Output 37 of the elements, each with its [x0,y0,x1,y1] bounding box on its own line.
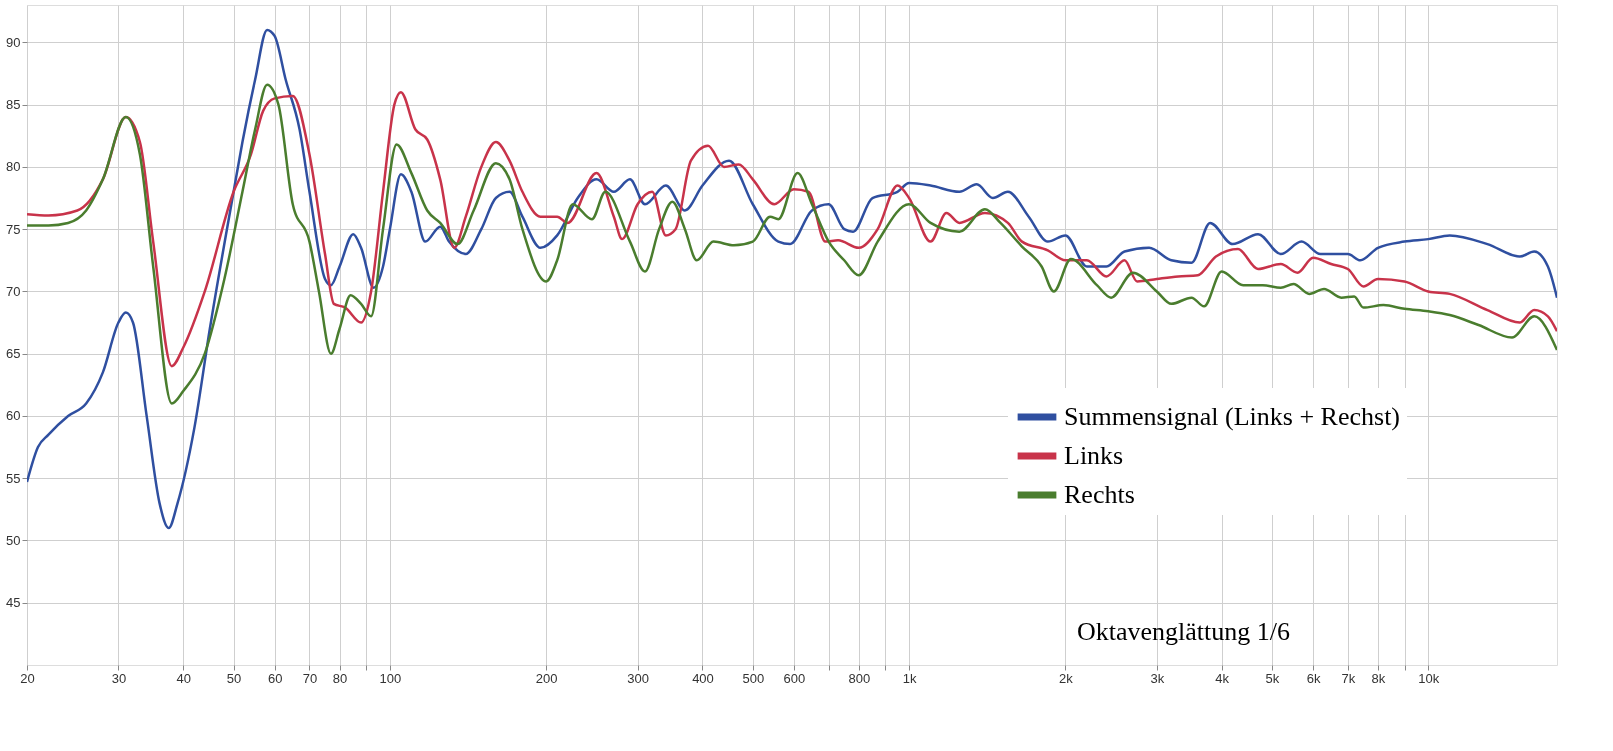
y-tick-label: 90 [6,34,21,50]
legend-label: Links [1064,441,1124,470]
y-tick-label: 50 [6,532,21,548]
x-tick-label: 500 [742,670,765,686]
x-tick-label: 10k [1418,670,1440,686]
x-tick-label: 20 [20,670,35,686]
x-tick-label: 70 [302,670,318,686]
x-tick-label: 400 [692,670,714,686]
x-tick-label: 800 [848,670,871,686]
x-tick-label: 1k [902,670,917,686]
x-tick-label: 60 [267,670,283,686]
legend-label: Summensignal (Links + Rechst) [1064,402,1401,431]
x-tick-label: 200 [535,670,558,686]
annotation: Oktavenglättung 1/6 [1077,617,1291,646]
x-tick-label: 3k [1150,670,1165,686]
y-tick-label: 55 [6,470,21,486]
y-tick-label: 75 [6,221,21,237]
x-tick-label: 600 [783,670,806,686]
x-tick-label: 2k [1059,670,1074,686]
x-tick-label: 30 [111,670,127,686]
y-tick-label: 60 [6,408,21,424]
x-tick-label: 6k [1306,670,1321,686]
legend-label: Rechts [1064,480,1135,509]
x-tick-label: 40 [176,670,192,686]
x-tick-label: 50 [226,670,242,686]
y-tick-label: 80 [6,159,21,175]
x-tick-label: 7k [1341,670,1356,686]
x-tick-label: 5k [1265,670,1280,686]
x-tick-label: 80 [332,670,348,686]
y-tick-label: 45 [6,595,21,611]
x-tick-label: 300 [627,670,649,686]
x-tick-label: 100 [379,670,402,686]
x-tick-label: 4k [1215,670,1230,686]
y-tick-label: 70 [6,283,21,299]
y-tick-label: 85 [6,97,21,113]
y-tick-label: 65 [6,346,21,362]
x-tick-label: 8k [1371,670,1386,686]
